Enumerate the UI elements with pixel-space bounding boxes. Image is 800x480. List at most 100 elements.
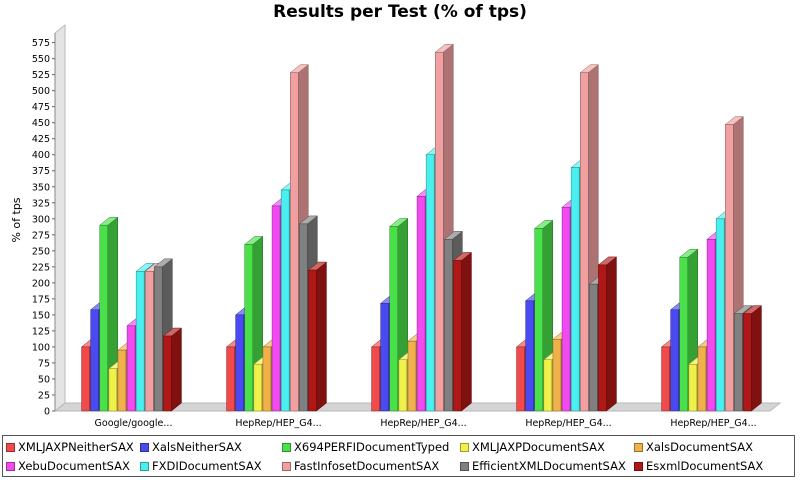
bar-front [235,314,244,412]
bar-front [371,346,380,412]
y-tick-label: 200 [32,278,50,289]
bar [307,261,328,412]
x-axis-ticks: Google/google... HepRep/HEP_G4... HepRep/H… [95,418,757,429]
bar [452,251,473,412]
bar-front [688,363,698,412]
x-tick-label: HepRep/HEP_G4... [670,418,756,429]
bar-front [598,264,607,412]
bar-front [552,338,562,412]
legend-item: XMLJAXPDocumentSAX [460,440,634,454]
bar-front [271,205,281,412]
bar-front [81,346,90,412]
y-tick-label: 300 [32,214,50,225]
y-tick-label: 175 [32,294,50,305]
x-tick-label: HepRep/HEP_G4... [380,418,466,429]
bar-front [743,313,752,412]
y-tick-label: 250 [32,246,50,257]
legend-label: XMLJAXPDocumentSAX [472,440,605,454]
chart-title: Results per Test (% of tps) [273,2,527,22]
legend-swatch [282,442,291,452]
plot-side-wall [54,23,66,413]
bar-front [444,239,453,412]
legend-item: EfficientXMLDocumentSAX [460,459,634,473]
y-tick-label: 325 [32,198,50,209]
bar-side [751,305,762,412]
legend-swatch [282,461,291,471]
y-tick-label: 425 [32,134,50,145]
y-tick-label: 150 [32,310,50,321]
bar-front [435,51,444,412]
legend-swatch [140,442,149,452]
bar-front [253,363,263,412]
bar-front [389,226,398,412]
y-tick-label: 0 [44,407,50,418]
bar-front [99,224,108,412]
plot-area: 0 25 50 75 100 125 150 175 200 225 250 275 300 325 350… [10,23,782,429]
legend-item: XebuDocumentSAX [6,459,140,473]
y-tick-label: 575 [32,38,50,49]
legend-label: XalsDocumentSAX [646,440,753,454]
bar-front [570,167,580,412]
bar-side [171,327,182,412]
bar-front [135,271,145,412]
bar-front [561,207,571,412]
y-tick-label: 50 [38,374,50,385]
legend-item: FXDIDocumentSAX [140,459,282,473]
y-tick-label: 275 [32,230,50,241]
bar-side [606,256,617,412]
legend-label: XebuDocumentSAX [18,459,130,473]
bar [597,256,618,412]
bar-front [308,269,317,412]
bar-front [534,228,543,412]
bar-front [425,154,435,412]
bar [162,327,183,412]
bar-front [145,271,154,412]
bar [99,216,119,412]
bar-front [154,266,163,412]
x-tick-label: HepRep/HEP_G4... [235,418,321,429]
bar-front [299,223,308,412]
bar [742,305,763,412]
bar-front [290,72,299,412]
legend-swatch [634,461,643,471]
y-tick-label: 75 [38,358,50,369]
bar-front [416,196,426,412]
bar-front [661,346,670,412]
y-tick-label: 525 [32,70,50,81]
legend-item: FastInfosetDocumentSAX [282,459,460,473]
bar-front [580,72,589,412]
bar-front [117,349,127,412]
legend-item: EsxmlDocumentSAX [634,459,763,473]
bar-front [525,300,534,412]
y-tick-label: 550 [32,54,50,65]
legend-item: XMLJAXPNeitherSAX [6,440,140,454]
legend-swatch [460,442,469,452]
bar-front [407,340,417,412]
bar-front [734,313,743,412]
y-tick-label: 350 [32,182,50,193]
legend-label: XalsNeitherSAX [152,440,242,454]
legend-swatch [140,461,149,471]
legend: XMLJAXPNeitherSAX XalsNeitherSAX X694PERFI… [2,435,795,477]
y-tick-label: 500 [32,86,50,97]
bar-front [725,124,734,412]
bar-front [697,346,707,412]
legend-label: EfficientXMLDocumentSAX [472,459,626,473]
legend-label: XMLJAXPNeitherSAX [18,440,134,454]
bar-side [461,251,472,412]
bar-side [316,261,327,412]
y-tick-label: 450 [32,118,50,129]
bar-front [453,260,462,412]
y-tick-label: 375 [32,166,50,177]
legend-item: X694PERFIDocumentTyped [282,440,460,454]
y-tick-label: 100 [32,342,50,353]
legend-swatch [634,442,643,452]
legend-label: EsxmlDocumentSAX [646,459,764,473]
bar-front [516,346,525,412]
bar-front [543,359,553,412]
bar-front [679,256,688,412]
x-tick-label: HepRep/HEP_G4... [525,418,611,429]
bar-front [280,189,290,412]
bar-front [715,218,725,412]
legend-swatch [460,461,469,471]
